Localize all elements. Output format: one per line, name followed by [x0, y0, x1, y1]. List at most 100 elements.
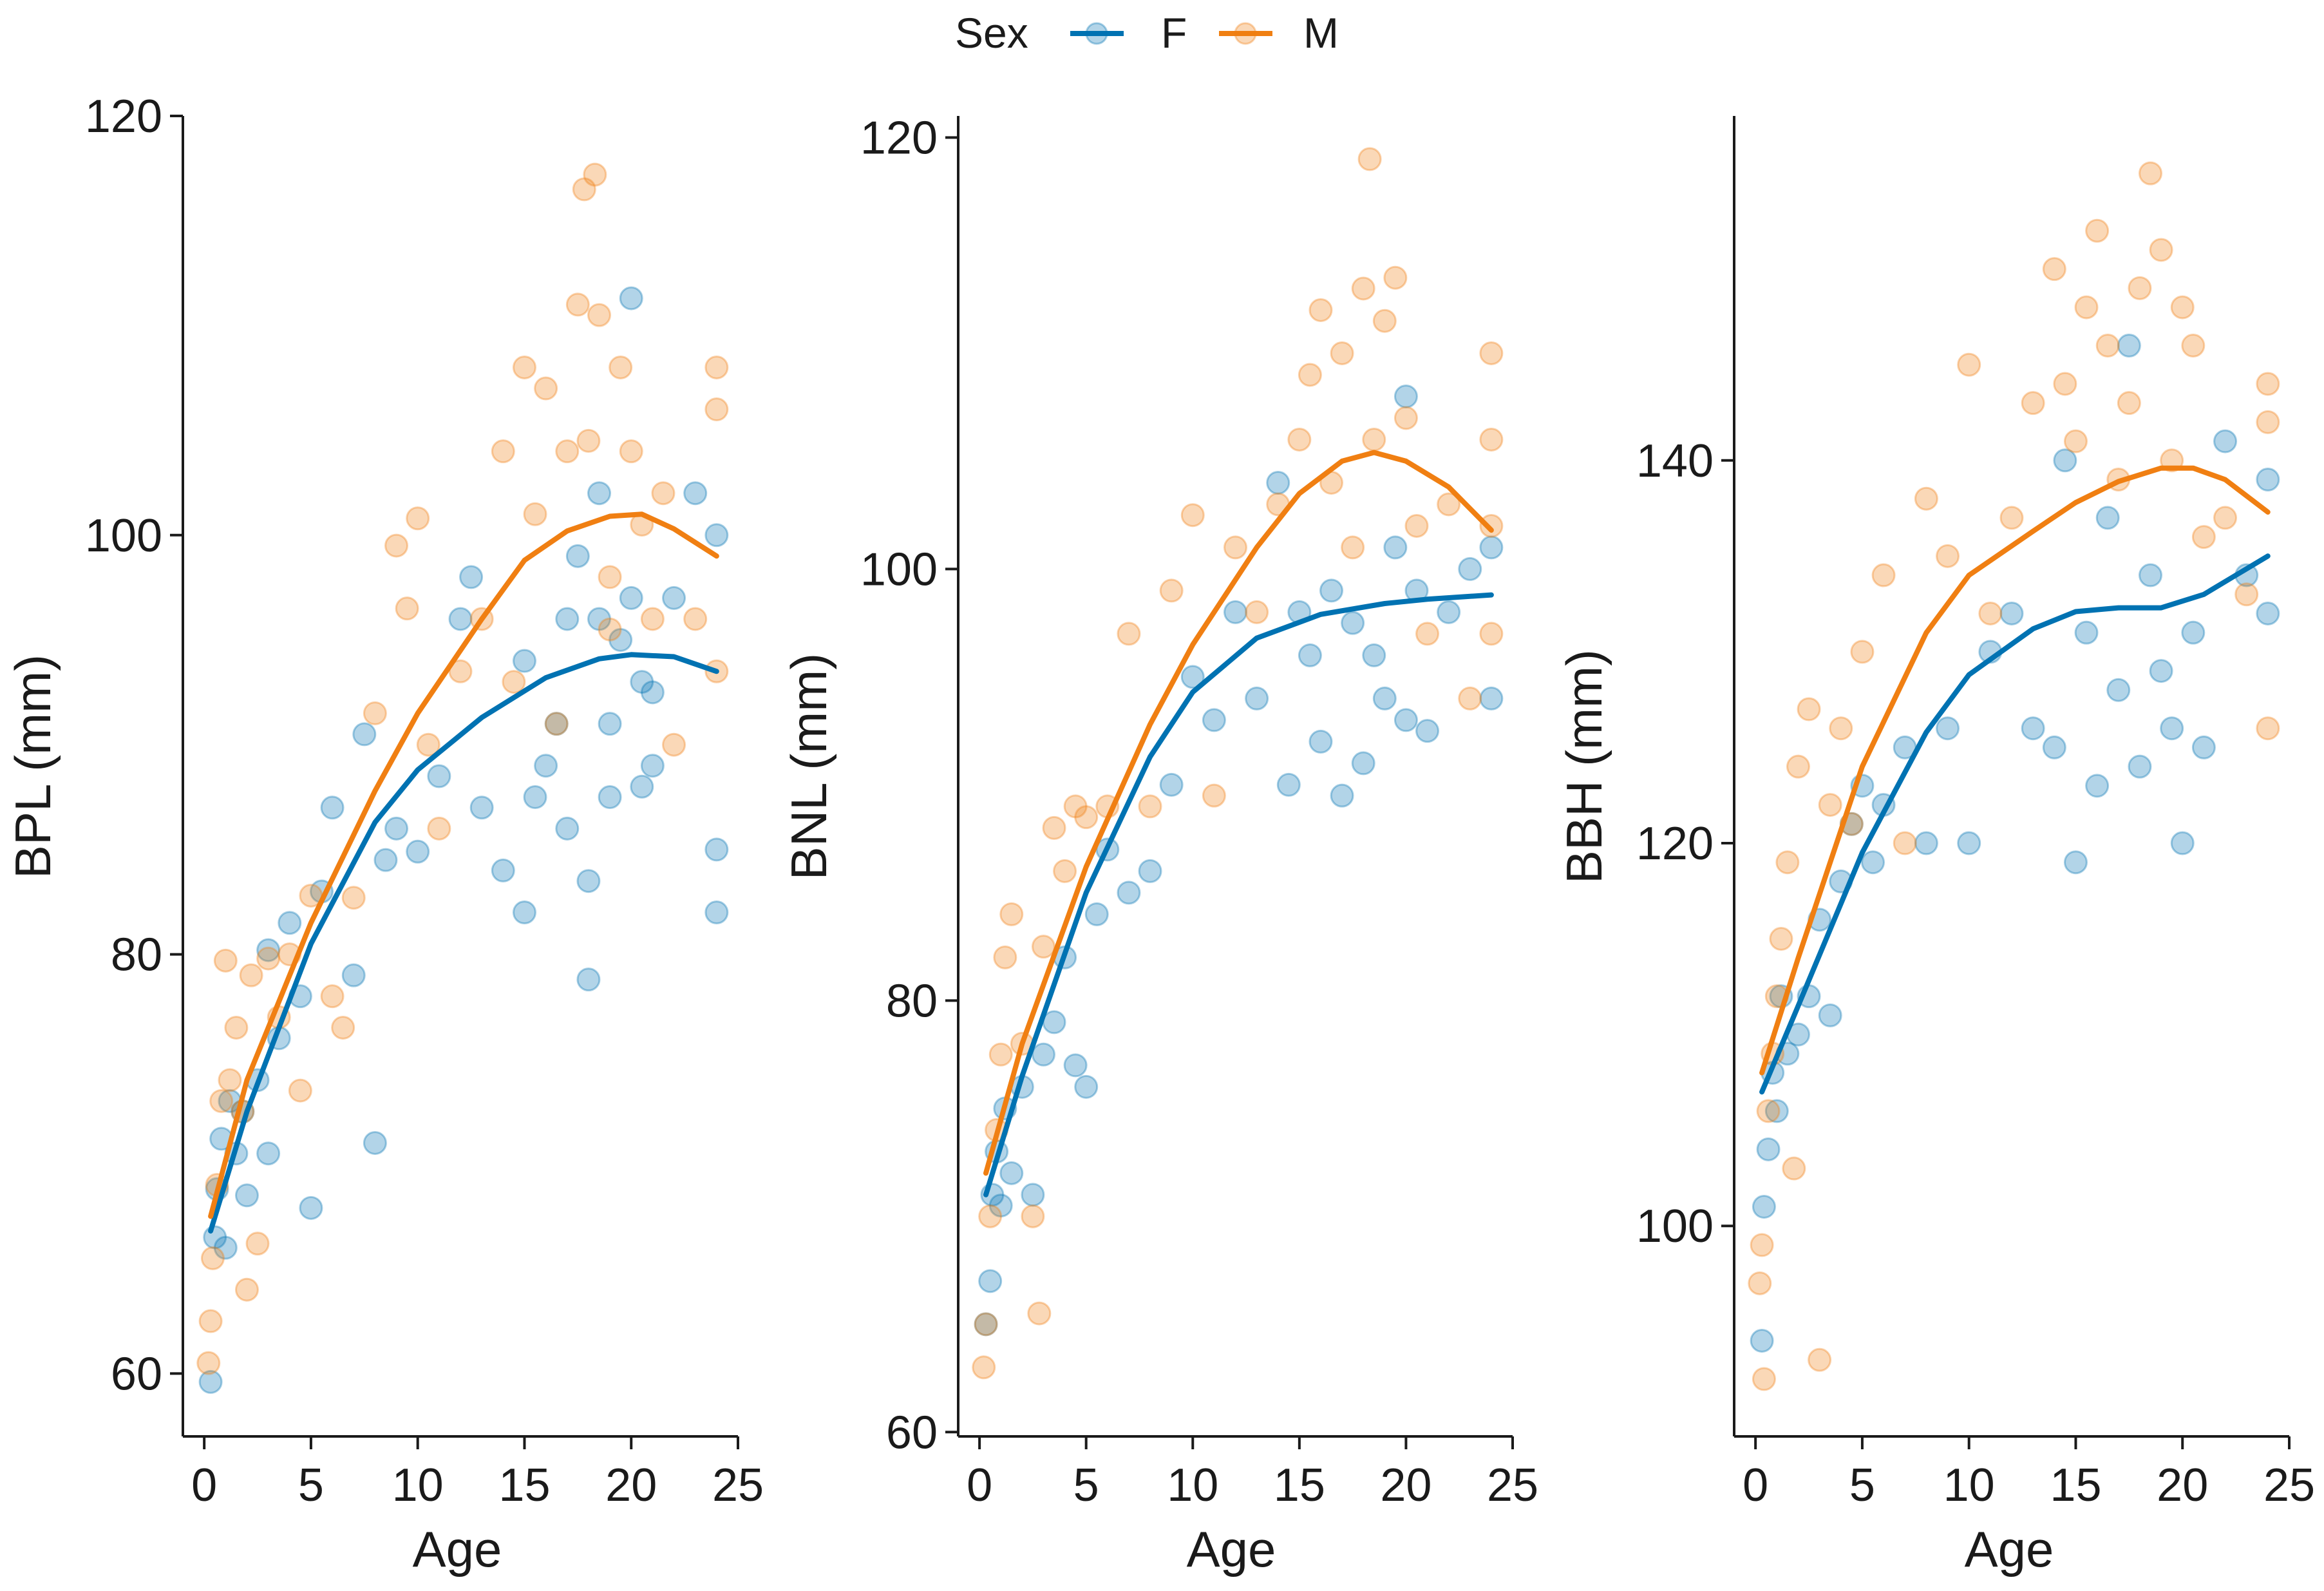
panel-bpl-point-m: [416, 732, 440, 757]
panel-bpl-y-tick-label: 100: [85, 510, 162, 562]
panel-bnl-point-m: [1021, 1204, 1045, 1228]
panel-bbh-point-m: [2234, 582, 2259, 607]
panel-bnl-point-m: [1404, 513, 1429, 538]
panel-bpl-point-m: [565, 292, 590, 317]
panel-bpl-point-f: [278, 911, 302, 935]
panel-bpl-point-f: [406, 839, 430, 864]
panel-bbh-point-m: [2213, 506, 2238, 530]
panel-bpl-point-f: [640, 754, 665, 778]
panel-bbh-point-f: [2191, 735, 2216, 759]
panel-bpl-y-tick-label: 80: [111, 929, 162, 981]
panel-bbh-point-f: [2117, 334, 2141, 358]
panel-bbh-point-m: [1893, 831, 1917, 855]
panel-bnl-y-tick-label: 60: [886, 1407, 938, 1458]
panel-bpl-point-m: [395, 596, 419, 621]
panel-bnl-point-f: [1351, 751, 1375, 776]
panel-bnl-x-tick-label: 5: [1073, 1460, 1099, 1511]
panel-bnl-point-m: [1393, 406, 1418, 430]
legend-key-f-marker: [1085, 22, 1108, 45]
panel-bpl-point-f: [523, 785, 547, 810]
panel-bpl-point-f: [352, 722, 377, 747]
panel-bnl-point-m: [978, 1204, 1003, 1228]
panel-bnl-point-f: [1393, 708, 1418, 732]
panel-bpl-point-f: [373, 848, 398, 872]
panel-bnl-point-m: [974, 1312, 998, 1337]
panel-bnl-point-f: [1372, 686, 1397, 710]
panel-bpl-point-m: [619, 439, 643, 464]
panel-bnl-trend-f: [983, 592, 1494, 1197]
panel-bnl-point-m: [1351, 276, 1375, 301]
panel-bpl-point-m: [196, 1351, 221, 1375]
panel-bbh-point-m: [1957, 352, 1981, 377]
panel-bpl-point-m: [320, 984, 345, 1009]
panel-bnl-point-f: [1021, 1183, 1045, 1207]
legend-title: Sex: [955, 9, 1028, 57]
panel-bnl-point-m: [1027, 1301, 1052, 1326]
panel-bpl-point-m: [583, 162, 607, 187]
panel-bnl-point-f: [1223, 600, 1247, 624]
panel-bpl-point-f: [512, 649, 536, 673]
panel-bpl-point-f: [598, 785, 622, 810]
panel-bnl-point-m: [1479, 513, 1504, 538]
panel-bbh-point-f: [1818, 1003, 1842, 1027]
panel-bnl-point-f: [1479, 535, 1504, 560]
panel-bpl-point-m: [572, 177, 596, 202]
panel-bbh-point-f: [2213, 429, 2238, 453]
panel-bpl-point-f: [619, 286, 643, 310]
panel-bbh-point-f: [2160, 716, 2184, 741]
panel-bnl-point-m: [1138, 794, 1162, 819]
panel-bpl-xlabel: Age: [413, 1521, 502, 1577]
panel-bpl-point-m: [448, 659, 473, 683]
panel-bbh-point-m: [2256, 372, 2280, 396]
panel-bbh-point-m: [2021, 391, 2045, 415]
panel-bbh-point-f: [2106, 678, 2131, 702]
panel-bpl-point-f: [459, 565, 484, 589]
panel-bpl-point-f: [662, 586, 686, 610]
panel-bbh-point-m: [1850, 640, 1875, 664]
panel-bpl: BPL (mm) Age 0 5 10 15 20 25 60 80 100 120: [5, 91, 764, 1577]
panel-bbh-point-m: [2095, 334, 2120, 358]
legend-key-f: [1070, 22, 1124, 45]
panel-bnl-point-f: [1319, 578, 1344, 603]
panel-bbh-point-m: [2085, 218, 2110, 243]
panel-bpl-point-m: [331, 1015, 355, 1040]
panel-bnl-point-m: [1074, 805, 1099, 830]
panel-bpl-point-f: [256, 938, 281, 962]
panel-bpl-point-f: [299, 1196, 323, 1220]
panel-bnl-trend-m: [983, 450, 1494, 1176]
panel-bpl-ylabel: BPL (mm): [5, 654, 61, 879]
panel-bbh-ylabel: BBH (mm): [1556, 649, 1612, 884]
panel-bnl-point-f: [1138, 859, 1162, 883]
panel-bbh-point-m: [1818, 793, 1842, 817]
panel-bpl-point-f: [469, 796, 494, 820]
panel-bbh-point-f: [2095, 506, 2120, 530]
panel-bpl-point-m: [587, 303, 611, 327]
panel-bpl-point-f: [198, 1369, 223, 1394]
panel-bpl-point-m: [555, 439, 580, 464]
panel-bbh-point-f: [1756, 1137, 1781, 1161]
legend-key-m: [1219, 22, 1272, 45]
panel-bnl-point-m: [1383, 265, 1408, 290]
panel-bpl-x-tick-label: 20: [605, 1460, 657, 1511]
panel-bpl-point-f: [704, 523, 729, 548]
legend-key-m-marker: [1234, 22, 1257, 45]
panel-bpl-point-m: [218, 1068, 242, 1092]
panel-bnl-point-f: [1330, 783, 1354, 808]
panel-bbh-point-m: [2117, 391, 2141, 415]
panel-bbh-point-f: [1999, 601, 2024, 625]
panel-bnl-point-f: [1266, 470, 1290, 495]
panel-bpl-point-m: [662, 732, 686, 757]
panel-bbh-y-tick-label: 120: [1636, 818, 1714, 870]
panel-bpl-point-m: [363, 701, 387, 725]
panel-bbh-point-m: [2149, 238, 2173, 262]
panel-bbh-point-f: [2149, 659, 2173, 683]
panel-bnl-point-m: [1298, 363, 1322, 387]
panel-bpl-trend-m: [208, 511, 719, 1219]
panel-bpl-point-f: [630, 670, 654, 694]
panel-bnl-x-tick-label: 20: [1380, 1460, 1431, 1511]
panel-bnl: BNL (mm) Age 0 5 10 15 20 25 60 80 100 120: [780, 112, 1538, 1577]
panel-bbh-x-tick-label: 25: [2263, 1460, 2315, 1511]
panel-bnl-point-m: [1479, 622, 1504, 646]
panel-bpl-point-m: [598, 565, 622, 589]
